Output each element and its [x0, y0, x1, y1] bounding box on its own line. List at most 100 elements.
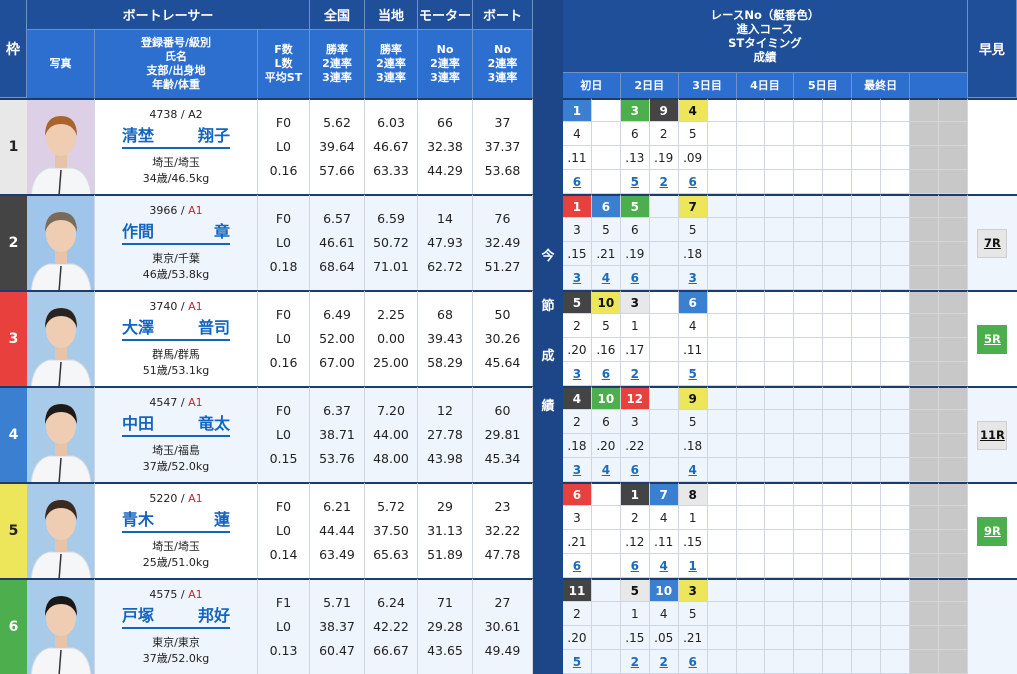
- empty-cell: [852, 554, 882, 578]
- racer-given-name[interactable]: 翔子: [197, 126, 230, 145]
- race-result-text[interactable]: 4: [601, 462, 611, 477]
- motor-stats: 29 31.13 51.89: [418, 482, 473, 578]
- race-result[interactable]: 6: [591, 362, 621, 386]
- race-result-text[interactable]: 3: [688, 270, 697, 285]
- race-result[interactable]: 2: [620, 362, 650, 386]
- race-result[interactable]: 4: [649, 554, 679, 578]
- empty-cell: [707, 122, 737, 146]
- race-result-text[interactable]: 1: [688, 558, 697, 573]
- racer-given-name[interactable]: 邦好: [197, 606, 230, 625]
- race-result[interactable]: 4: [591, 458, 621, 482]
- race-result-text[interactable]: 6: [572, 174, 582, 189]
- race-result[interactable]: 4: [678, 458, 708, 482]
- race-result[interactable]: 3: [678, 266, 708, 290]
- blank-day-cell: [938, 242, 968, 266]
- hayami-race-button[interactable]: 7R: [977, 228, 1008, 258]
- racer-family-name[interactable]: 作間: [122, 222, 155, 241]
- race-result-text[interactable]: 6: [630, 558, 639, 573]
- empty-cell: [794, 290, 824, 314]
- empty-cell: [765, 242, 795, 266]
- racer-name-link[interactable]: 中田 竜太: [122, 413, 230, 437]
- race-number-text: 7: [659, 487, 668, 502]
- boat-stats: 76 32.49 51.27: [473, 194, 533, 290]
- hayami-race-button[interactable]: 5R: [977, 324, 1008, 354]
- current-series-label: 今節成績: [533, 98, 563, 674]
- race-result-text[interactable]: 6: [688, 174, 697, 189]
- empty-cell: [765, 506, 795, 530]
- empty-cell: [707, 146, 737, 170]
- race-result[interactable]: 6: [620, 266, 650, 290]
- race-result-text[interactable]: 5: [630, 174, 639, 189]
- racer-given-name[interactable]: 章: [213, 222, 230, 241]
- race-result-text[interactable]: 5: [688, 366, 697, 381]
- race-result[interactable]: 4: [591, 266, 621, 290]
- race-result-text[interactable]: 6: [688, 654, 697, 669]
- race-result-text[interactable]: 6: [572, 558, 582, 573]
- race-result[interactable]: 6: [563, 554, 592, 578]
- empty-cell: [707, 242, 737, 266]
- race-result-text[interactable]: 3: [572, 270, 582, 285]
- race-result-text[interactable]: 4: [688, 462, 697, 477]
- race-result[interactable]: 3: [563, 458, 592, 482]
- race-result-text[interactable]: 2: [659, 654, 668, 669]
- racer-family-name[interactable]: 清埜: [122, 126, 155, 145]
- empty-cell: [881, 506, 911, 530]
- race-result-text[interactable]: 6: [630, 270, 639, 285]
- race-number: 10: [649, 578, 679, 602]
- race-result-text[interactable]: 5: [572, 654, 582, 669]
- race-result-text[interactable]: 4: [601, 270, 611, 285]
- race-result[interactable]: 3: [563, 362, 592, 386]
- racer-family-name[interactable]: 中田: [122, 414, 155, 433]
- race-result-text[interactable]: 6: [601, 366, 611, 381]
- hayami-race-button[interactable]: 9R: [977, 516, 1008, 546]
- race-result-text[interactable]: 2: [630, 366, 639, 381]
- empty-cell: [852, 626, 882, 650]
- race-result-text[interactable]: 4: [659, 558, 668, 573]
- racer-name-link[interactable]: 大澤 普司: [122, 317, 230, 341]
- race-result[interactable]: 5: [620, 170, 650, 194]
- race-result-text[interactable]: 3: [572, 366, 582, 381]
- header-racer: ボートレーサー: [27, 0, 310, 30]
- race-result[interactable]: 1: [678, 554, 708, 578]
- st-timing: .16: [591, 338, 621, 362]
- hayami-race-button[interactable]: 11R: [977, 420, 1008, 450]
- empty-cell: [649, 242, 679, 266]
- race-result[interactable]: 5: [563, 650, 592, 674]
- race-result[interactable]: 6: [620, 458, 650, 482]
- racer-family-name[interactable]: 戸塚: [122, 606, 155, 625]
- race-result-text[interactable]: 2: [630, 654, 639, 669]
- st-timing-text: .20: [567, 630, 587, 645]
- race-number-text: 3: [688, 583, 697, 598]
- race-result-text[interactable]: 2: [659, 174, 668, 189]
- racer-family-name[interactable]: 青木: [122, 510, 155, 529]
- race-number-text: 10: [597, 295, 615, 310]
- race-result[interactable]: 2: [649, 170, 679, 194]
- empty-cell: [707, 314, 737, 338]
- race-number-text: 7: [688, 199, 697, 214]
- racer-given-name[interactable]: 竜太: [197, 414, 230, 433]
- race-result[interactable]: 6: [563, 170, 592, 194]
- race-result[interactable]: 6: [678, 170, 708, 194]
- racer-name-link[interactable]: 清埜 翔子: [122, 125, 230, 149]
- race-result[interactable]: 2: [649, 650, 679, 674]
- race-result-text[interactable]: 3: [572, 462, 582, 477]
- entry-course-text: 1: [688, 510, 697, 525]
- racer-name-link[interactable]: 作間 章: [122, 221, 230, 245]
- racer-family-name[interactable]: 大澤: [122, 318, 155, 337]
- entry-course-text: 6: [630, 126, 639, 141]
- race-result[interactable]: 5: [678, 362, 708, 386]
- empty-cell: [852, 386, 882, 410]
- race-result[interactable]: 3: [563, 266, 592, 290]
- header-race-info: レースNo（艇番色） 進入コース STタイミング 成績: [563, 0, 968, 73]
- race-result-text[interactable]: 6: [630, 462, 639, 477]
- racer-name-link[interactable]: 戸塚 邦好: [122, 605, 230, 629]
- empty-cell: [765, 218, 795, 242]
- empty-cell: [736, 362, 766, 386]
- racer-given-name[interactable]: 普司: [197, 318, 230, 337]
- empty-cell: [794, 482, 824, 506]
- race-result[interactable]: 6: [620, 554, 650, 578]
- race-result[interactable]: 6: [678, 650, 708, 674]
- racer-given-name[interactable]: 蓮: [213, 510, 230, 529]
- racer-name-link[interactable]: 青木 蓮: [122, 509, 230, 533]
- race-result[interactable]: 2: [620, 650, 650, 674]
